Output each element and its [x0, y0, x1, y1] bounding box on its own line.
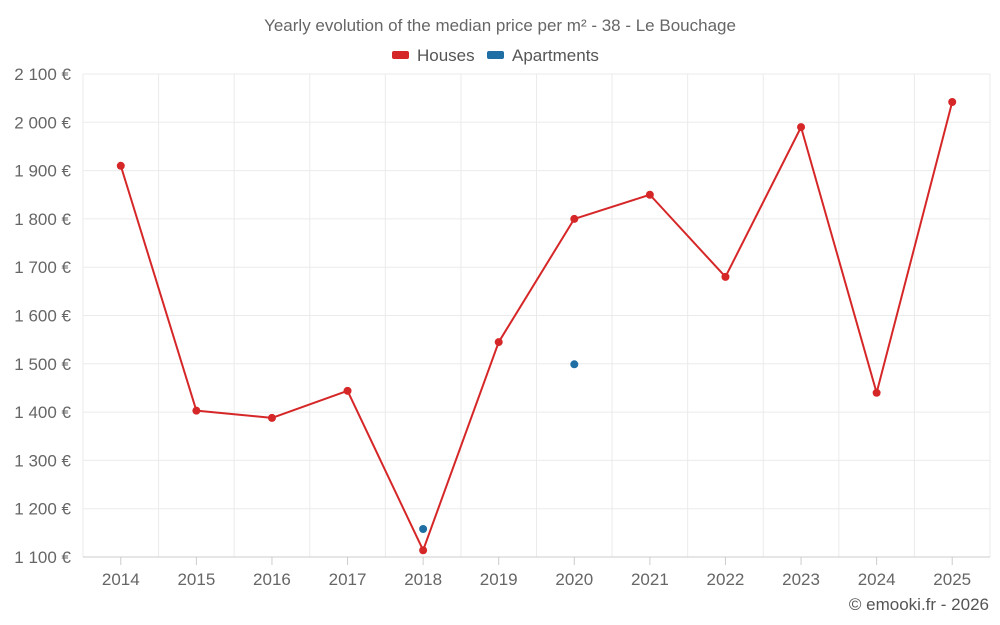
x-axis-labels: 2014 2015 2016 2017 2018 2019 2020 2021 2022 2023… [102, 557, 971, 589]
x-tick-label: 2022 [707, 570, 745, 589]
y-tick-label: 1 100 € [14, 548, 71, 567]
data-point-houses[interactable] [721, 272, 730, 281]
data-point-houses[interactable] [645, 190, 654, 199]
y-tick-label: 1 600 € [14, 307, 71, 326]
x-tick-label: 2021 [631, 570, 669, 589]
x-tick-label: 2020 [555, 570, 593, 589]
x-tick-label: 2024 [858, 570, 896, 589]
y-tick-label: 1 200 € [14, 500, 71, 519]
y-tick-label: 1 900 € [14, 162, 71, 181]
chart-title: Yearly evolution of the median price per… [264, 16, 736, 35]
data-point-apartments[interactable] [570, 360, 579, 369]
legend[interactable]: Houses Apartments [392, 46, 599, 65]
x-tick-label: 2018 [404, 570, 442, 589]
data-point-houses[interactable] [419, 546, 428, 555]
data-point-houses[interactable] [570, 214, 579, 223]
series-houses [116, 98, 957, 555]
data-point-houses[interactable] [494, 338, 503, 347]
data-point-houses[interactable] [343, 386, 352, 395]
legend-label-apartments: Apartments [512, 46, 599, 65]
legend-swatch-apartments [487, 51, 504, 59]
y-tick-label: 1 700 € [14, 258, 71, 277]
x-tick-label: 2015 [177, 570, 215, 589]
x-gridlines [82, 74, 991, 557]
y-tick-label: 1 400 € [14, 403, 71, 422]
legend-item-apartments[interactable]: Apartments [487, 46, 599, 65]
x-tick-label: 2019 [480, 570, 518, 589]
x-tick-label: 2017 [329, 570, 367, 589]
series [116, 98, 957, 555]
x-tick-label: 2016 [253, 570, 291, 589]
data-point-houses[interactable] [797, 123, 806, 132]
legend-item-houses[interactable]: Houses [392, 46, 475, 65]
credit-text: © emooki.fr - 2026 [849, 595, 989, 614]
data-point-houses[interactable] [872, 388, 881, 397]
x-tick-label: 2014 [102, 570, 140, 589]
y-axis-labels: 1 100 € 1 200 € 1 300 € 1 400 € 1 500 € 1 600… [14, 65, 71, 567]
data-point-houses[interactable] [948, 98, 957, 107]
y-tick-label: 1 500 € [14, 355, 71, 374]
data-point-houses[interactable] [116, 161, 125, 170]
y-tick-label: 2 000 € [14, 113, 71, 132]
y-tick-label: 1 300 € [14, 451, 71, 470]
legend-label-houses: Houses [417, 46, 475, 65]
x-tick-label: 2025 [933, 570, 971, 589]
y-tick-label: 2 100 € [14, 65, 71, 84]
y-tick-label: 1 800 € [14, 210, 71, 229]
series-apartments [419, 360, 579, 533]
data-point-houses[interactable] [267, 413, 276, 422]
data-point-houses[interactable] [192, 406, 201, 415]
x-tick-label: 2023 [782, 570, 820, 589]
legend-swatch-houses [392, 51, 409, 59]
data-point-apartments[interactable] [419, 524, 428, 533]
series-line-houses [119, 101, 954, 552]
